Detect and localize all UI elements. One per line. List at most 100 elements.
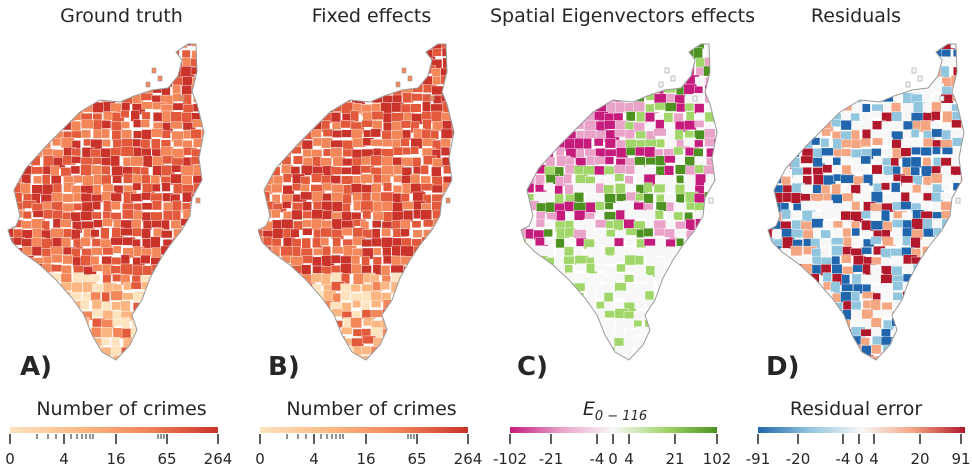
map-cell [583, 183, 598, 194]
map-island [429, 95, 435, 102]
map-cell [331, 121, 342, 130]
map-cell [160, 265, 173, 278]
map-cell [213, 356, 223, 366]
map-cell [725, 282, 735, 292]
map-cell [940, 192, 953, 200]
map-cell [564, 67, 576, 79]
map-cell [782, 310, 795, 319]
map-cell [545, 121, 559, 133]
map-cell [523, 290, 535, 300]
map-cell [211, 266, 220, 277]
map-cell [312, 365, 322, 370]
map-cell [291, 209, 303, 220]
map-cell [200, 57, 204, 66]
map-cell [703, 210, 713, 218]
map-cell [11, 256, 25, 269]
map-cell [506, 301, 515, 309]
map-cell [932, 327, 946, 337]
map-cell [962, 246, 964, 255]
map-cell [952, 263, 964, 275]
map-cell [102, 274, 112, 284]
map-cell [291, 283, 302, 293]
map-cell [50, 328, 64, 338]
map-cell [841, 84, 854, 93]
map-cell [822, 66, 836, 77]
map-cell [850, 164, 862, 174]
map-cell [450, 158, 454, 171]
map-cell [411, 310, 426, 318]
map-cell [892, 228, 903, 237]
map-cell [142, 292, 157, 304]
map-cell [962, 111, 964, 120]
map-cell [768, 272, 777, 282]
map-cell [521, 138, 527, 148]
map-cell [211, 310, 224, 319]
map-cell [82, 353, 94, 360]
map-cell [685, 218, 695, 231]
map-cell [0, 194, 3, 205]
map-cell [556, 317, 570, 329]
map-cell [920, 256, 933, 266]
map-cell [422, 318, 437, 330]
map-cell [714, 148, 717, 160]
map-cell [771, 44, 783, 51]
map-cell [656, 138, 665, 148]
colorbar-tick: -20 [785, 450, 811, 468]
map-cell [554, 94, 563, 107]
map-cell [673, 300, 685, 309]
map-cell [60, 110, 70, 119]
map-cell [132, 84, 143, 93]
map-cell [752, 67, 763, 77]
map-cell [301, 264, 312, 277]
map-cell [411, 327, 423, 340]
map-cell [41, 44, 55, 50]
map-cell [911, 146, 921, 155]
map-cell [211, 77, 220, 84]
map-cell [942, 364, 955, 370]
map-cell [603, 48, 616, 56]
map-cell [110, 237, 123, 246]
map-cell [350, 110, 360, 122]
map-cell [8, 184, 15, 193]
map-cell [273, 77, 283, 88]
map-cell [0, 237, 1, 245]
map-cell [121, 56, 134, 68]
map-cell [614, 44, 628, 50]
map-cell [13, 130, 26, 141]
map-cell [431, 282, 446, 294]
map-cell [461, 246, 471, 257]
map-cell [152, 328, 162, 337]
map-cell [200, 309, 204, 321]
map-cell [593, 308, 606, 321]
map-cell [250, 347, 254, 357]
map-cell [81, 129, 91, 139]
map-cell [371, 365, 382, 370]
map-cell [882, 137, 893, 146]
map-cell [462, 239, 473, 247]
map-cell [142, 56, 151, 66]
map-cell [880, 75, 891, 88]
map-cell [211, 185, 224, 193]
map-cell [123, 365, 135, 370]
map-cell [8, 301, 11, 311]
map-cell [302, 227, 313, 236]
map-cell [715, 345, 717, 355]
map-cell [201, 140, 204, 152]
map-cell [942, 174, 954, 183]
map-cell [840, 44, 850, 49]
map-cell [890, 44, 905, 48]
map-cell [462, 130, 471, 140]
map-cell [250, 122, 254, 130]
map-cell [250, 302, 254, 310]
map-cell [71, 156, 82, 164]
map-cell [800, 155, 814, 164]
map-cell [950, 44, 961, 49]
map-cell [920, 210, 933, 219]
map-cell [80, 237, 91, 247]
map-island [401, 67, 407, 74]
map-cell [900, 308, 911, 318]
map-cell [422, 281, 432, 294]
map-cell [565, 363, 578, 370]
map-cell [781, 75, 796, 86]
map-cell [0, 363, 5, 370]
